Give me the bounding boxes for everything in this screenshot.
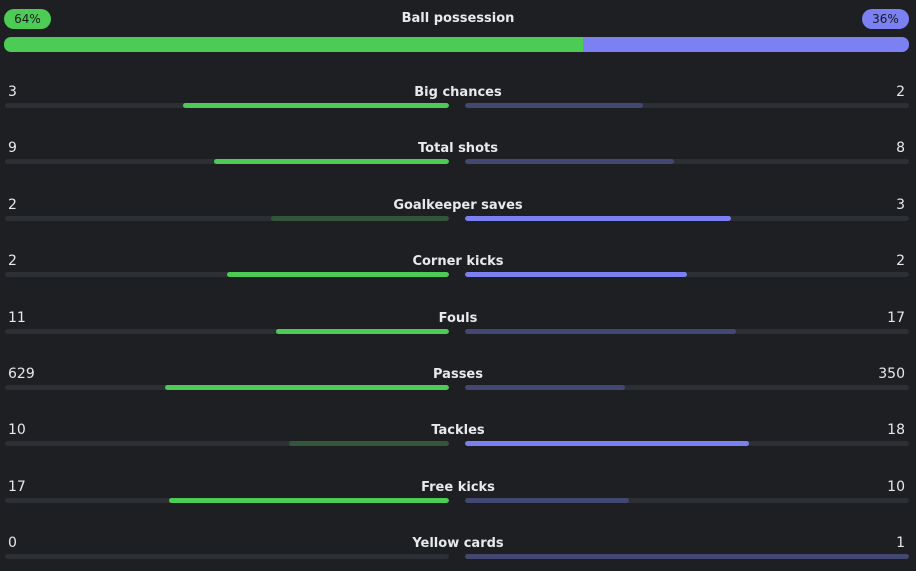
away-value: 8 [896, 140, 905, 156]
stat-row: 11 Fouls 17 [0, 306, 916, 346]
stat-row: 629 Passes 350 [0, 362, 916, 402]
away-bar-fill [465, 441, 750, 446]
home-bar-fill [169, 498, 449, 503]
away-bar-fill [465, 498, 630, 503]
home-bar-track [5, 385, 449, 390]
away-bar-track [465, 272, 909, 277]
home-bar-track [5, 498, 449, 503]
home-value: 3 [8, 84, 17, 100]
away-value: 10 [887, 479, 905, 495]
home-bar-fill [271, 216, 449, 221]
away-value: 18 [887, 422, 905, 438]
away-bar-track [465, 103, 909, 108]
stat-row: 9 Total shots 8 [0, 136, 916, 176]
home-bar-fill [227, 272, 449, 277]
home-bar-fill [164, 385, 449, 390]
away-bar-fill [465, 329, 736, 334]
home-bar-fill [213, 159, 449, 164]
home-value: 17 [8, 479, 26, 495]
home-bar-track [5, 103, 449, 108]
away-bar-track [465, 441, 909, 446]
possession-bar [4, 37, 909, 52]
stat-row: 3 Big chances 2 [0, 80, 916, 120]
away-bar-fill [465, 159, 674, 164]
home-bar-track [5, 441, 449, 446]
away-bar-fill [465, 103, 643, 108]
away-possession-badge: 36% [862, 9, 909, 29]
possession-bar-home [4, 37, 584, 52]
stat-label: Passes [433, 367, 483, 382]
home-value: 11 [8, 310, 26, 326]
stat-label: Big chances [414, 85, 502, 100]
possession-label: Ball possession [401, 11, 515, 26]
away-value: 1 [896, 535, 905, 551]
home-bar-fill [275, 329, 449, 334]
home-bar-track [5, 216, 449, 221]
home-value: 9 [8, 140, 17, 156]
stat-row: 2 Goalkeeper saves 3 [0, 193, 916, 233]
away-bar-track [465, 329, 909, 334]
away-bar-fill [465, 385, 625, 390]
home-bar-track [5, 272, 449, 277]
away-value: 2 [896, 253, 905, 269]
away-bar-track [465, 159, 909, 164]
stat-label: Goalkeeper saves [393, 198, 523, 213]
stat-label: Fouls [438, 311, 478, 326]
ball-possession: 64% Ball possession 36% [0, 0, 916, 60]
stat-label: Free kicks [421, 480, 495, 495]
home-bar-track [5, 329, 449, 334]
stat-row: 2 Corner kicks 2 [0, 249, 916, 289]
home-value: 10 [8, 422, 26, 438]
away-value: 2 [896, 84, 905, 100]
stat-label: Total shots [418, 141, 498, 156]
stat-row: 17 Free kicks 10 [0, 475, 916, 515]
stat-label: Corner kicks [412, 254, 504, 269]
away-bar-fill [465, 216, 732, 221]
away-value: 17 [887, 310, 905, 326]
away-bar-track [465, 554, 909, 559]
stat-label: Tackles [431, 423, 485, 438]
away-value: 350 [878, 366, 905, 382]
home-bar-track [5, 554, 449, 559]
away-value: 3 [896, 197, 905, 213]
stat-label: Yellow cards [412, 536, 504, 551]
away-bar-fill [465, 272, 687, 277]
home-bar-fill [182, 103, 449, 108]
home-bar-fill [289, 441, 449, 446]
home-possession-badge: 64% [4, 9, 51, 29]
away-bar-track [465, 216, 909, 221]
home-value: 0 [8, 535, 17, 551]
home-value: 629 [8, 366, 35, 382]
home-value: 2 [8, 253, 17, 269]
possession-bar-away [583, 37, 909, 52]
home-bar-track [5, 159, 449, 164]
home-value: 2 [8, 197, 17, 213]
stat-row: 0 Yellow cards 1 [0, 531, 916, 571]
away-bar-fill [465, 554, 909, 559]
away-bar-track [465, 385, 909, 390]
away-bar-track [465, 498, 909, 503]
stat-row: 10 Tackles 18 [0, 418, 916, 458]
